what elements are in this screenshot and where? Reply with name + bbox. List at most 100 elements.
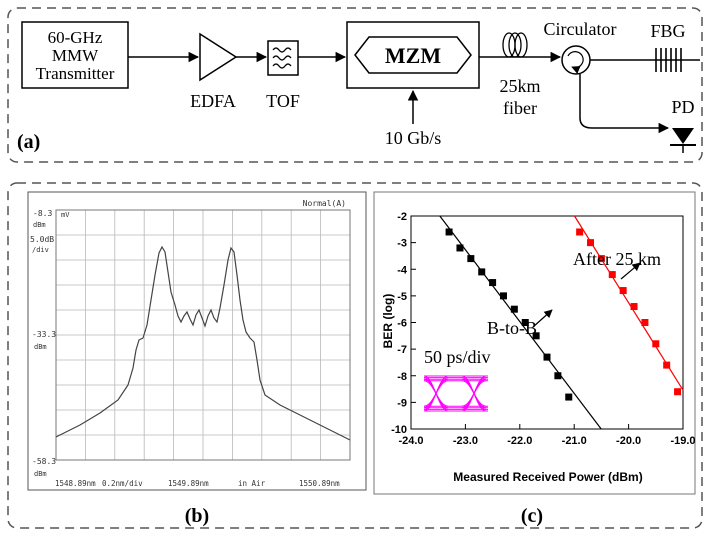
osa-mid-level: -33.3 [32, 330, 56, 339]
fiber-label-2: fiber [503, 98, 537, 118]
b2b-data-point [521, 319, 529, 326]
b2b-data-point [565, 393, 573, 401]
panel-a-frame [7, 7, 703, 163]
after-data-point [619, 287, 627, 295]
after-data-point [674, 388, 682, 396]
fbg-label: FBG [650, 21, 685, 41]
y-tick-label: -8 [397, 371, 407, 383]
optical-spectrum-trace [55, 245, 351, 441]
chart-y-label: BER (log) [381, 294, 395, 349]
panel-bc-frame [7, 182, 703, 529]
after-annotation-arrow [620, 262, 641, 280]
after-data-point [641, 319, 649, 326]
osa-screen [27, 191, 367, 491]
panel-c: BER (log) Measured Received Power (dBm) … [373, 191, 696, 527]
b2b-data-point [543, 353, 551, 361]
chart-c-background [373, 191, 696, 495]
osa-ref-unit: dBm [33, 221, 46, 229]
b2b-data-point [456, 244, 464, 252]
chart-x-label: Measured Received Power (dBm) [453, 470, 642, 484]
b2b-data-point [489, 279, 497, 287]
b2b-data-point [554, 372, 562, 380]
b2b-annotation: B-to-B [487, 318, 537, 338]
b2b-fit-line [439, 215, 602, 430]
y-tick-label: -5 [397, 291, 407, 303]
mzm-hexagon [354, 36, 472, 74]
tof-wave-icon [272, 47, 292, 69]
b2b-annotation-arrow [532, 309, 553, 328]
osa-scale-unit: /div [32, 246, 49, 254]
transmitter-label-1: 60-GHz [48, 28, 103, 47]
y-tick-label: -6 [397, 318, 407, 330]
panel-b-label: (b) [185, 505, 209, 527]
mzm-label: MZM [385, 43, 441, 68]
b2b-data-point [499, 292, 507, 300]
panel-a-label: (a) [17, 131, 40, 153]
y-tick-label: -2 [397, 211, 407, 223]
transmitter-label-3: Transmitter [36, 64, 115, 83]
after-data-point [587, 239, 595, 247]
b2b-data-point [445, 228, 453, 236]
y-tick-label: -3 [397, 238, 407, 250]
osa-x-start: 1548.89nm [55, 479, 96, 488]
osa-x-center: 1549.89nm [168, 479, 209, 488]
fbg-grating-icon [655, 48, 682, 72]
circulator-icon [561, 45, 591, 75]
x-tick-label: -21.0 [562, 435, 587, 447]
mod-signal-label: 10 Gb/s [385, 128, 442, 148]
y-tick-label: -10 [391, 424, 407, 436]
osa-x-medium: in Air [238, 479, 266, 488]
eye-diagram-label: 50 ps/div [424, 347, 491, 367]
eye-trace [461, 380, 487, 407]
y-tick-label: -9 [397, 397, 407, 409]
x-tick-label: -23.0 [453, 435, 478, 447]
tof-label: TOF [266, 91, 300, 111]
b2b-data-point [467, 255, 475, 263]
osa-mode-label: Normal(A) [303, 199, 346, 208]
x-tick-label: -20.0 [616, 435, 641, 447]
pd-label: PD [671, 97, 694, 117]
osa-mid-unit: dBm [34, 343, 47, 351]
b2b-data-point [478, 268, 486, 276]
osa-plot-frame [55, 209, 351, 461]
tof-filter-box [267, 40, 299, 76]
x-tick-label: -19.0 [670, 435, 695, 447]
osa-low-level: -58.3 [32, 457, 56, 466]
circulator-label: Circulator [544, 19, 617, 39]
osa-scale: 5.0dB [30, 235, 54, 244]
osa-ref-marker: mV [61, 211, 70, 219]
transmitter-label-2: MMW [52, 46, 99, 65]
osa-low-unit: dBm [34, 470, 47, 478]
eye-diagram [423, 372, 488, 415]
edfa-label: EDFA [190, 91, 236, 111]
circulator-rotation-icon [567, 51, 584, 74]
x-tick-label: -22.0 [507, 435, 532, 447]
chart-plot-area: -24.0 -23.0 -22.0 -21.0 -20.0 -19.0 -2 -3 -4 -5 -6… [391, 211, 695, 447]
after-data-point [576, 228, 584, 236]
eye-trace [423, 380, 449, 407]
osa-ref-level: -8.3 [33, 209, 52, 218]
y-tick-label: -4 [397, 264, 408, 276]
y-tick-label: -7 [397, 344, 407, 356]
panel-b: Normal(A) -8.3 mV dBm 5.0dB /div -33.3 d… [27, 191, 367, 527]
photodiode-icon [670, 128, 696, 153]
after-annotation: After 25 km [573, 249, 661, 269]
after-data-point [597, 255, 605, 263]
panel-c-label: (c) [521, 505, 543, 527]
osa-x-span: 0.2nm/div [102, 479, 143, 488]
after-data-point [652, 340, 660, 348]
fiber-coil-icon [502, 32, 528, 58]
b2b-data-point [510, 305, 518, 313]
after-data-point [630, 303, 638, 311]
osa-x-end: 1550.89nm [299, 479, 340, 488]
fiber-label-1: 25km [499, 76, 540, 96]
edfa-amplifier-icon [199, 32, 238, 82]
transmitter-box [21, 21, 129, 89]
link-circulator-pd [579, 74, 670, 134]
after-data-point [608, 271, 616, 279]
after-data-point [663, 361, 671, 369]
panel-a: 60-GHz MMW Transmitter EDFA TOF MZM 10 G… [7, 7, 703, 163]
eye-diagram-background [424, 372, 488, 415]
x-tick-label: -24.0 [398, 435, 423, 447]
b2b-data-point [532, 332, 540, 340]
